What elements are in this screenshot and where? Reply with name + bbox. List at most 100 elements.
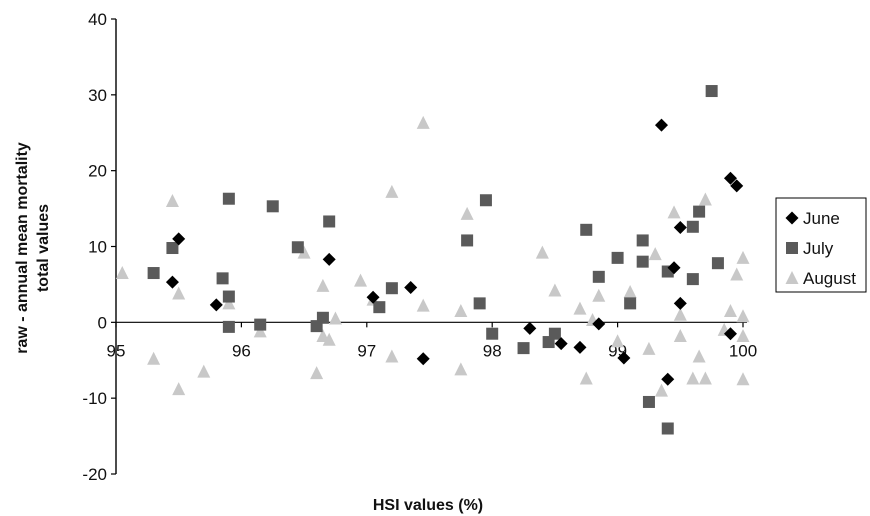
august-point <box>667 205 681 219</box>
july-point <box>548 327 561 340</box>
july-point <box>642 395 655 408</box>
july-point <box>216 272 229 285</box>
x-tick-label: 98 <box>483 341 502 360</box>
y-tick-label: -20 <box>82 465 107 484</box>
july-point <box>636 234 649 247</box>
x-tick-label: 100 <box>729 341 757 360</box>
august-point <box>310 366 324 380</box>
legend-august-marker <box>785 271 799 284</box>
july-point <box>611 251 624 264</box>
y-axis-title-line-1: raw - annual mean mortality <box>14 142 31 354</box>
legend-june-label: June <box>803 209 840 228</box>
june-point <box>592 317 606 331</box>
y-tick-label: 20 <box>88 162 107 181</box>
july-point <box>461 234 474 247</box>
august-point <box>222 296 236 310</box>
august-point <box>736 309 750 323</box>
x-axis-title: HSI values (%) <box>373 497 483 514</box>
july-point <box>592 270 605 283</box>
august-point <box>579 371 593 385</box>
august-point <box>316 278 330 292</box>
august-point <box>673 328 687 342</box>
data-points <box>115 85 750 435</box>
august-point <box>197 364 211 378</box>
august-point <box>692 349 706 363</box>
august-point <box>573 301 587 315</box>
august-point <box>416 298 430 312</box>
july-point <box>222 290 235 303</box>
august-point <box>642 341 656 355</box>
august-point <box>454 362 468 376</box>
july-point <box>254 318 267 331</box>
june-point <box>617 351 631 365</box>
july-point <box>636 255 649 268</box>
july-point <box>661 422 674 435</box>
june-point <box>723 171 737 185</box>
x-tick-label: 95 <box>107 341 126 360</box>
y-tick-label: 30 <box>88 86 107 105</box>
july-point <box>291 241 304 254</box>
june-point <box>723 327 737 341</box>
june-point <box>661 372 675 386</box>
july-point <box>686 273 699 286</box>
july-point <box>686 220 699 233</box>
x-tick-label: 96 <box>232 341 251 360</box>
august-point <box>698 192 712 206</box>
july-point <box>166 242 179 255</box>
june-point <box>404 280 418 294</box>
x-tick-label: 97 <box>357 341 376 360</box>
august-point <box>548 283 562 297</box>
legend: June July August <box>775 197 867 293</box>
july-point <box>473 297 486 310</box>
y-tick-label: 10 <box>88 238 107 257</box>
july-point <box>711 257 724 270</box>
july-point <box>693 205 706 218</box>
august-point <box>416 115 430 129</box>
july-point <box>517 342 530 355</box>
august-point <box>730 267 744 281</box>
august-point <box>535 245 549 259</box>
july-point <box>323 215 336 228</box>
june-point <box>416 352 430 366</box>
june-point <box>322 252 336 266</box>
august-point <box>736 328 750 342</box>
august-point <box>385 349 399 363</box>
y-tick-label: 40 <box>88 10 107 29</box>
june-point <box>366 290 380 304</box>
legend-july-marker <box>786 242 798 254</box>
august-point <box>623 285 637 298</box>
august-point <box>736 250 750 264</box>
august-point <box>297 245 311 259</box>
y-tick-label: 0 <box>98 313 107 332</box>
july-point <box>705 85 718 98</box>
august-point <box>147 351 161 365</box>
june-point <box>172 232 186 246</box>
june-point <box>730 179 744 193</box>
june-point <box>673 221 687 235</box>
july-point <box>624 297 637 310</box>
august-point <box>736 372 750 386</box>
august-point <box>698 371 712 385</box>
july-point <box>479 194 492 207</box>
august-point <box>328 311 342 325</box>
june-point <box>209 298 223 312</box>
legend-june-marker <box>785 211 799 225</box>
august-point <box>165 194 179 207</box>
august-point <box>115 266 129 280</box>
july-point <box>486 327 499 340</box>
y-axis-title-line-2: total values <box>35 204 52 292</box>
august-point <box>385 184 399 198</box>
july-point <box>222 320 235 333</box>
legend-july-label: July <box>803 239 834 258</box>
august-point <box>648 247 662 261</box>
y-tick-label: -10 <box>82 389 107 408</box>
august-point <box>354 273 368 287</box>
august-point <box>673 307 687 321</box>
august-point <box>592 288 606 302</box>
july-point <box>580 223 593 236</box>
july-point <box>316 311 329 324</box>
august-point <box>253 324 267 338</box>
june-point <box>523 321 537 335</box>
